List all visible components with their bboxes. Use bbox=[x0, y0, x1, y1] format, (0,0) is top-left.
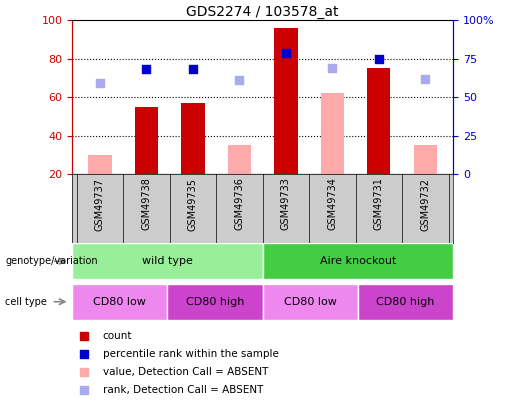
Bar bbox=[367, 68, 390, 174]
Text: CD80 high: CD80 high bbox=[186, 297, 244, 307]
Text: GSM49733: GSM49733 bbox=[281, 177, 291, 230]
Bar bbox=[263, 243, 453, 279]
Text: GSM49735: GSM49735 bbox=[188, 177, 198, 230]
Point bbox=[375, 55, 383, 62]
Text: rank, Detection Call = ABSENT: rank, Detection Call = ABSENT bbox=[102, 385, 263, 394]
Bar bbox=[274, 28, 298, 174]
Bar bbox=[358, 284, 453, 320]
Bar bbox=[72, 284, 167, 320]
Text: CD80 low: CD80 low bbox=[93, 297, 146, 307]
Text: GSM49737: GSM49737 bbox=[95, 177, 105, 230]
Bar bbox=[167, 284, 263, 320]
Bar bbox=[321, 94, 344, 174]
Point bbox=[282, 49, 290, 56]
Bar bbox=[89, 155, 112, 174]
Text: GSM49731: GSM49731 bbox=[374, 177, 384, 230]
Bar bbox=[135, 107, 158, 174]
Text: CD80 high: CD80 high bbox=[376, 297, 435, 307]
Text: GSM49738: GSM49738 bbox=[142, 177, 151, 230]
Text: percentile rank within the sample: percentile rank within the sample bbox=[102, 349, 279, 359]
Point bbox=[142, 66, 150, 73]
Point bbox=[189, 66, 197, 73]
Point bbox=[328, 65, 336, 71]
Point bbox=[79, 351, 88, 357]
Bar bbox=[414, 145, 437, 174]
Point bbox=[96, 80, 104, 87]
Text: genotype/variation: genotype/variation bbox=[5, 256, 98, 266]
Bar bbox=[72, 243, 263, 279]
Text: count: count bbox=[102, 331, 132, 341]
Text: Aire knockout: Aire knockout bbox=[320, 256, 396, 266]
Text: GSM49734: GSM49734 bbox=[328, 177, 337, 230]
Bar bbox=[263, 284, 358, 320]
Text: wild type: wild type bbox=[142, 256, 193, 266]
Bar bbox=[181, 103, 204, 174]
Point bbox=[235, 77, 244, 83]
Point bbox=[79, 333, 88, 339]
Text: GSM49736: GSM49736 bbox=[234, 177, 245, 230]
Text: value, Detection Call = ABSENT: value, Detection Call = ABSENT bbox=[102, 367, 268, 377]
Text: GSM49732: GSM49732 bbox=[420, 177, 431, 230]
Title: GDS2274 / 103578_at: GDS2274 / 103578_at bbox=[186, 5, 339, 19]
Text: CD80 low: CD80 low bbox=[284, 297, 337, 307]
Text: cell type: cell type bbox=[5, 297, 47, 307]
Point bbox=[79, 386, 88, 393]
Point bbox=[79, 369, 88, 375]
Bar bbox=[228, 145, 251, 174]
Point bbox=[421, 75, 430, 82]
